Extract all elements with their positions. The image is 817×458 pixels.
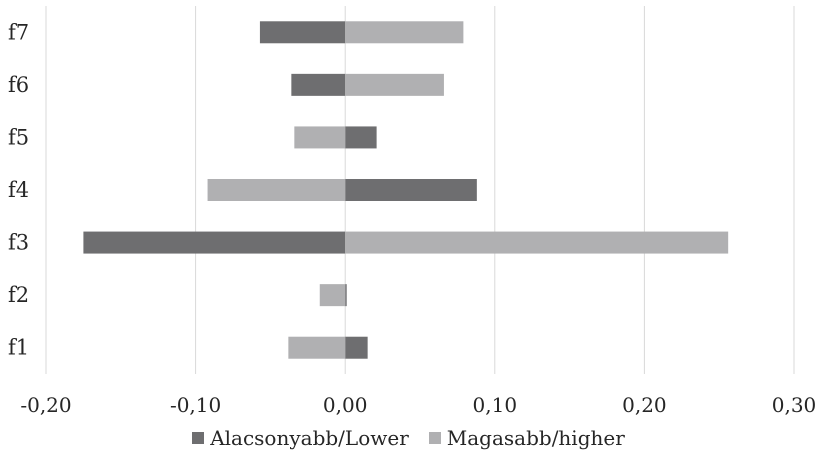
bar-f2-series-0 <box>345 284 347 307</box>
y-category-label: f3 <box>8 231 29 255</box>
x-tick-label: -0,10 <box>170 393 221 417</box>
y-category-label: f2 <box>8 283 29 307</box>
x-tick-label: 0,00 <box>323 393 368 417</box>
bar-f2-series-1 <box>319 284 346 307</box>
y-category-label: f7 <box>8 20 29 44</box>
bar-f1-series-1 <box>288 336 346 359</box>
legend: Alacsonyabb/Lower Magasabb/higher <box>0 426 817 450</box>
bar-f3-series-1 <box>345 231 729 254</box>
bar-f7-series-1 <box>345 21 464 44</box>
x-tick-label: 0,30 <box>772 393 817 417</box>
bar-f7-series-0 <box>259 21 346 44</box>
legend-label-lower: Alacsonyabb/Lower <box>210 426 409 450</box>
bar-f5-series-0 <box>345 126 377 149</box>
bar-f4-series-0 <box>345 179 477 201</box>
legend-swatch-lower <box>192 432 205 444</box>
y-category-label: f4 <box>8 178 29 202</box>
bar-f6-series-0 <box>291 73 346 96</box>
legend-item-lower: Alacsonyabb/Lower <box>192 426 409 450</box>
x-tick-label: 0,20 <box>622 393 667 417</box>
bar-f5-series-1 <box>294 126 346 149</box>
x-tick-label: -0,20 <box>20 393 71 417</box>
bar-f6-series-1 <box>345 73 444 96</box>
y-category-label: f5 <box>8 125 29 149</box>
x-tick-label: 0,10 <box>473 393 518 417</box>
legend-item-higher: Magasabb/higher <box>428 426 625 450</box>
bar-f4-series-1 <box>207 179 346 201</box>
y-category-label: f1 <box>8 336 29 360</box>
y-category-label: f6 <box>8 73 29 97</box>
bar-f1-series-0 <box>345 336 368 359</box>
bar-f3-series-0 <box>83 231 346 254</box>
legend-swatch-higher <box>428 432 441 444</box>
legend-label-higher: Magasabb/higher <box>446 426 625 450</box>
